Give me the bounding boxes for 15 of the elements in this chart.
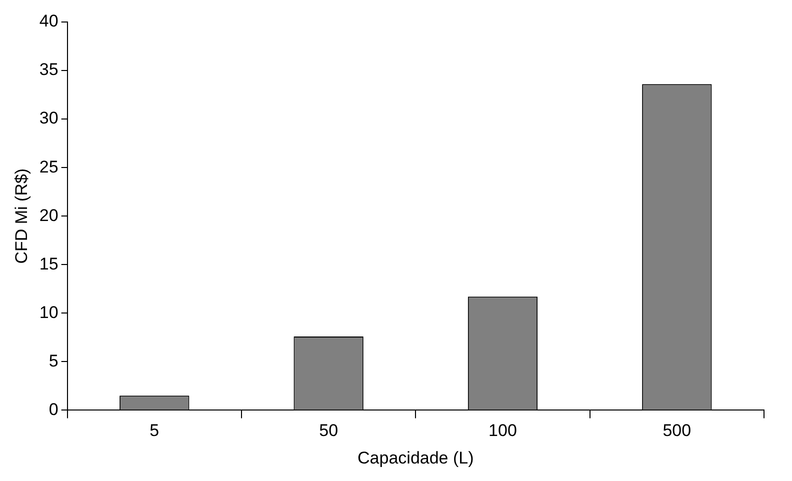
- x-tick-label: 5: [150, 421, 160, 440]
- x-axis-title: Capacidade (L): [358, 448, 474, 468]
- y-tick-label: 10: [39, 302, 58, 322]
- y-tick-label: 35: [39, 60, 58, 80]
- y-tick-label: 25: [39, 157, 58, 176]
- y-tick-label: 0: [48, 400, 58, 419]
- y-tick-label: 20: [39, 206, 58, 225]
- x-tick-label: 100: [488, 421, 517, 440]
- y-tick-label: 30: [39, 108, 58, 128]
- y-tick-label: 40: [39, 12, 58, 31]
- y-tick-label: 5: [48, 351, 58, 370]
- x-tick-label: 500: [662, 421, 692, 440]
- y-axis-title: CFD Mi (R$): [12, 168, 31, 264]
- y-tick-label: 15: [39, 254, 58, 274]
- x-tick-label: 50: [319, 421, 338, 440]
